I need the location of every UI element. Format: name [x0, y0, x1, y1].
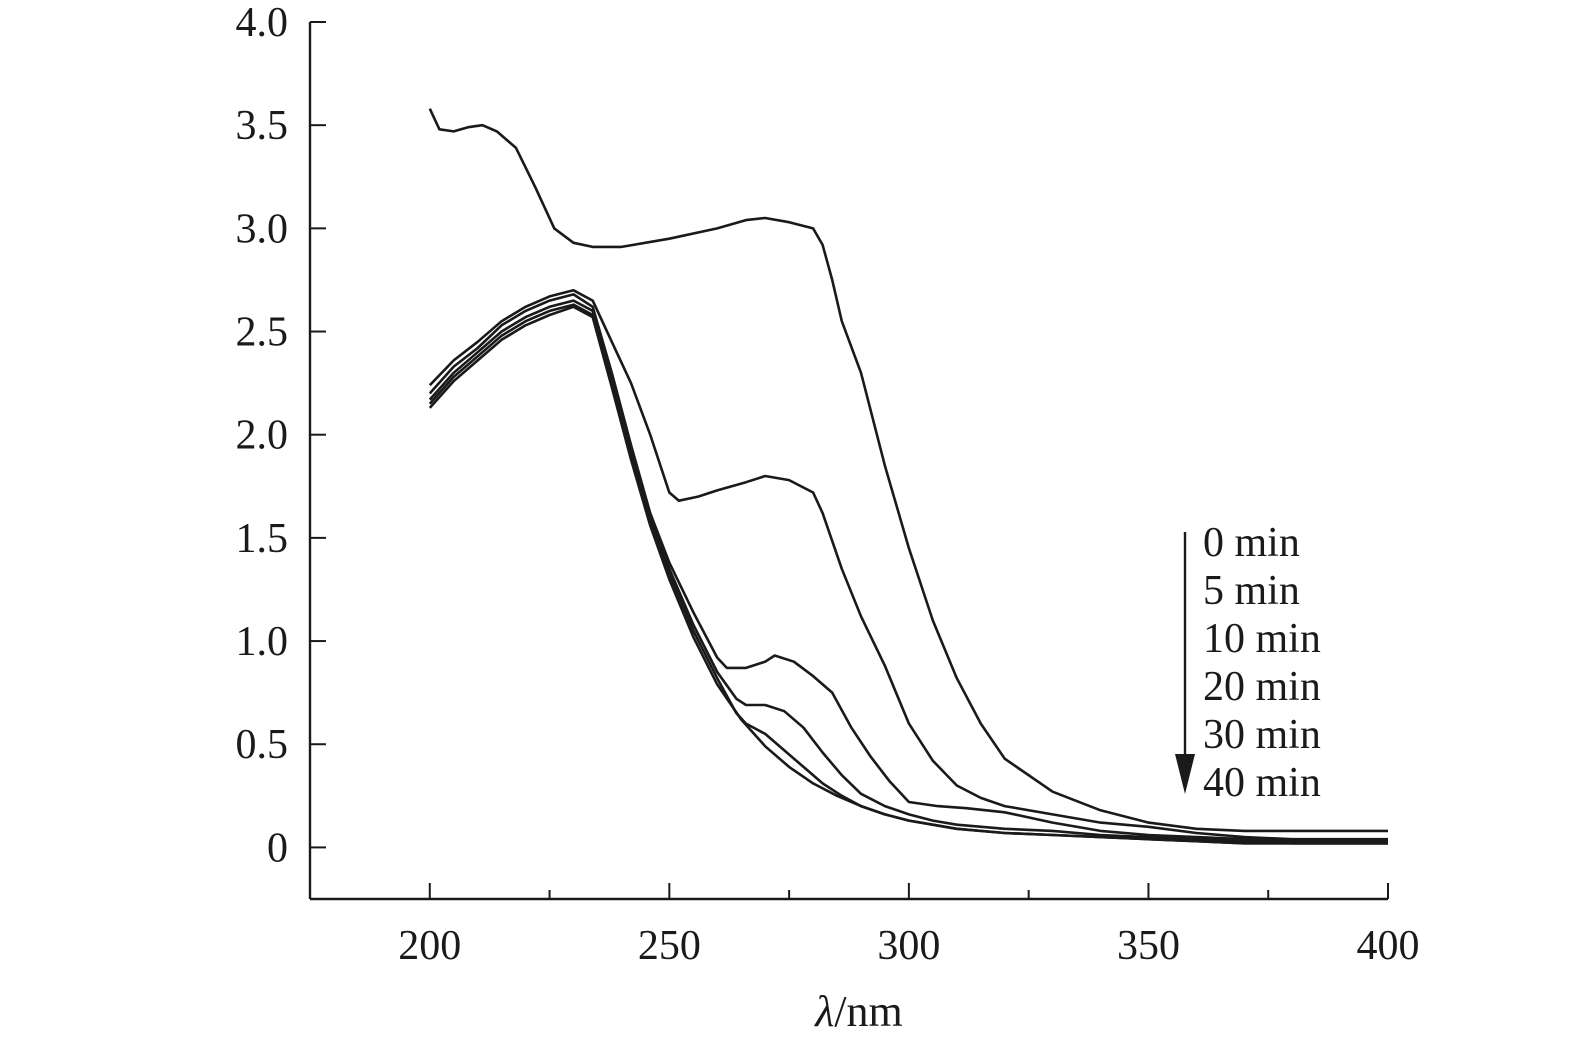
y-tick-label: 0.5	[236, 722, 289, 768]
y-tick-label: 4.0	[236, 0, 289, 46]
y-tick-label: 3.0	[236, 206, 289, 252]
legend-label: 20 min	[1203, 664, 1321, 710]
x-axis-title: λ/nm	[813, 987, 903, 1036]
y-tick-label: 2.0	[236, 413, 289, 459]
x-axis-unit: /nm	[834, 987, 902, 1036]
x-tick-label: 350	[1117, 923, 1180, 969]
legend-label: 40 min	[1203, 760, 1321, 806]
x-tick-label: 300	[877, 923, 940, 969]
y-tick-label: 0	[267, 825, 288, 871]
x-tick-label: 200	[398, 923, 461, 969]
x-tick-label: 250	[638, 923, 701, 969]
series-line-10-min	[428, 293, 1388, 843]
legend-arrow-head-icon	[1175, 754, 1195, 794]
x-axis-symbol: λ	[813, 987, 834, 1036]
legend-label: 30 min	[1203, 712, 1321, 758]
series-line-0-min	[428, 108, 1388, 833]
legend-label: 0 min	[1203, 520, 1300, 566]
legend-label: 10 min	[1203, 616, 1321, 662]
series-line-20-min	[428, 299, 1388, 845]
series-line-40-min	[428, 305, 1388, 845]
series-line-5-min	[428, 289, 1388, 841]
y-tick-label: 1.5	[236, 516, 289, 562]
y-tick-label: 3.5	[236, 103, 289, 149]
y-tick-label: 1.0	[236, 619, 289, 665]
x-tick-label: 400	[1357, 923, 1420, 969]
y-tick-label: 2.5	[236, 310, 289, 356]
axes	[308, 22, 1388, 901]
tick-marks	[310, 21, 1389, 899]
series-lines	[428, 108, 1388, 845]
legend-label: 5 min	[1203, 568, 1300, 614]
